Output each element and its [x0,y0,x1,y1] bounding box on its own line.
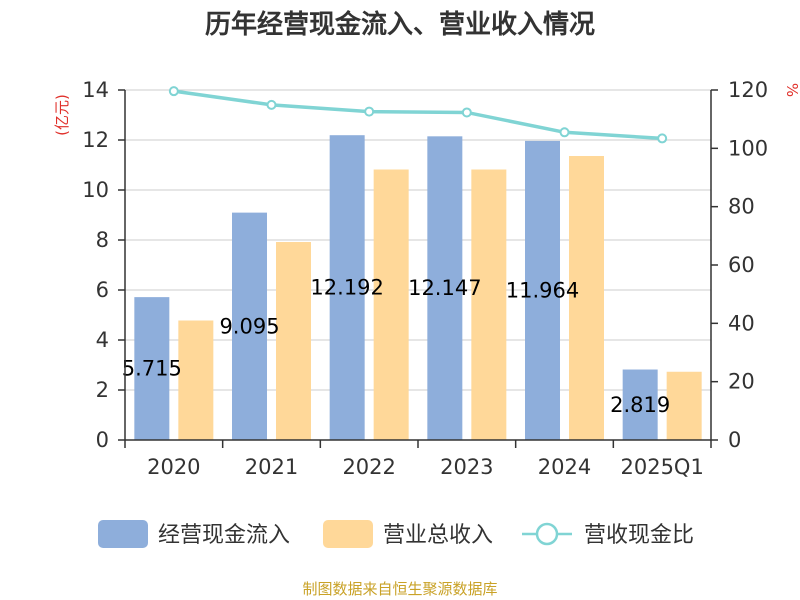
legend-swatch-cash-inflow [98,520,148,548]
right-tick-label-0: 0 [728,428,741,452]
legend: 经营现金流入 营业总收入 营收现金比 [98,520,694,548]
data-label-2022: 12.192 [310,276,383,300]
data-label-2023: 12.147 [408,276,481,300]
left-tick-label-12: 12 [82,128,109,152]
legend-label-revenue: 营业总收入 [383,523,493,548]
bar-cash-inflow-2021 [232,212,267,440]
bar-revenue-2023 [471,169,507,440]
bar-cash-inflow-2024 [525,140,560,440]
legend-label-cash-ratio: 营收现金比 [584,523,694,548]
x-tick-label-2023: 2023 [440,455,493,479]
line-cash-ratio [173,89,663,141]
data-label-2024: 11.964 [506,278,579,302]
legend-marker-cash-ratio [535,522,559,546]
left-tick-label-0: 0 [96,428,109,452]
right-tick-label-40: 40 [728,311,755,335]
right-tick-label-80: 80 [728,195,755,219]
left-tick-label-8: 8 [96,228,109,252]
bar-cash-inflow-2023 [427,136,463,440]
point-cash-ratio-2025Q1 [657,133,668,144]
data-label-2020: 5.715 [122,357,182,381]
x-tick-label-2025Q1: 2025Q1 [620,455,703,479]
point-cash-ratio-2023 [461,107,472,118]
point-cash-ratio-2024 [559,127,570,138]
chart-title: 历年经营现金流入、营业收入情况 [205,9,595,40]
bars-layer [134,135,702,440]
source-note: 制图数据来自恒生聚源数据库 [302,580,497,598]
right-axis-unit: % [783,83,800,97]
bar-cash-inflow-2020 [134,297,170,440]
bar-cash-inflow-2025Q1 [622,369,658,440]
left-tick-label-14: 14 [82,78,109,102]
right-tick-label-120: 120 [728,78,768,102]
x-tick-label-2024: 2024 [538,455,591,479]
x-tick-label-2021: 2021 [245,455,298,479]
bar-revenue-2021 [276,242,311,440]
data-labels-layer: 5.715 9.095 12.192 12.147 11.964 2.819 [122,276,670,417]
axes-layer: 0 2 4 6 8 10 12 14 0 20 40 60 80 100 120 2020 2021 2022 20… [82,78,768,479]
left-tick-label-2: 2 [96,378,109,402]
left-tick-label-10: 10 [82,178,109,202]
x-tick-label-2022: 2022 [342,455,395,479]
point-cash-ratio-2022 [364,106,375,117]
x-tick-label-2020: 2020 [147,455,200,479]
right-tick-label-60: 60 [728,253,755,277]
data-label-2021: 9.095 [219,314,279,338]
left-tick-label-6: 6 [96,278,109,302]
point-cash-ratio-2021 [266,99,277,110]
left-tick-label-4: 4 [96,328,109,352]
bar-cash-inflow-2022 [329,135,365,440]
legend-label-cash-inflow: 经营现金流入 [158,523,290,548]
left-axis-unit: (亿元) [53,94,71,136]
bar-revenue-2025Q1 [666,371,702,440]
right-tick-label-20: 20 [728,370,755,394]
line-layer [168,86,668,144]
bar-revenue-2022 [373,169,409,440]
bar-revenue-2024 [569,156,604,440]
data-label-2025Q1: 2.819 [610,393,670,417]
gridlines [125,89,711,391]
point-cash-ratio-2020 [168,86,179,97]
bar-revenue-2020 [178,320,214,440]
legend-swatch-revenue [323,520,373,548]
right-tick-label-100: 100 [728,136,768,160]
